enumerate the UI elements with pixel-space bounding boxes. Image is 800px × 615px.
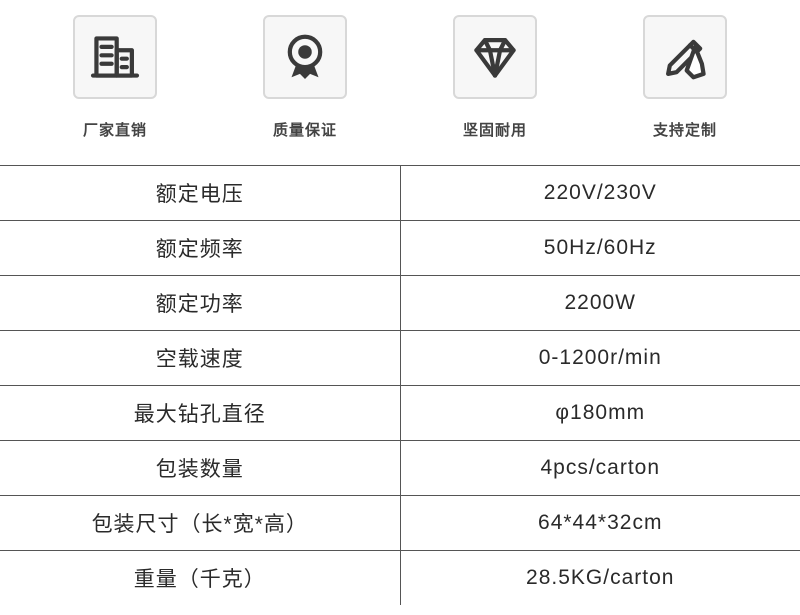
pencil-icon — [643, 15, 727, 99]
table-row: 重量（千克） 28.5KG/carton — [0, 551, 800, 606]
spec-name: 额定功率 — [0, 276, 400, 331]
feature-factory: 厂家直销 — [35, 15, 195, 140]
feature-custom: 支持定制 — [605, 15, 765, 140]
spec-name: 空载速度 — [0, 331, 400, 386]
spec-value: 28.5KG/carton — [400, 551, 800, 606]
spec-value: 50Hz/60Hz — [400, 221, 800, 276]
spec-name: 最大钻孔直径 — [0, 386, 400, 441]
feature-label: 坚固耐用 — [463, 119, 527, 140]
factory-icon — [73, 15, 157, 99]
spec-value: 220V/230V — [400, 166, 800, 221]
feature-quality: 质量保证 — [225, 15, 385, 140]
feature-row: 厂家直销 质量保证 坚固耐用 — [0, 0, 800, 165]
table-row: 空载速度 0-1200r/min — [0, 331, 800, 386]
spec-value: 4pcs/carton — [400, 441, 800, 496]
table-row: 包装数量 4pcs/carton — [0, 441, 800, 496]
feature-label: 支持定制 — [653, 119, 717, 140]
spec-name: 额定电压 — [0, 166, 400, 221]
spec-name: 重量（千克） — [0, 551, 400, 606]
spec-name: 额定频率 — [0, 221, 400, 276]
table-row: 额定电压 220V/230V — [0, 166, 800, 221]
spec-table-body: 额定电压 220V/230V 额定频率 50Hz/60Hz 额定功率 2200W… — [0, 166, 800, 606]
table-row: 额定功率 2200W — [0, 276, 800, 331]
spec-name: 包装尺寸（长*宽*高） — [0, 496, 400, 551]
table-row: 包装尺寸（长*宽*高） 64*44*32cm — [0, 496, 800, 551]
feature-label: 厂家直销 — [83, 119, 147, 140]
feature-label: 质量保证 — [273, 119, 337, 140]
spec-value: 2200W — [400, 276, 800, 331]
award-icon — [263, 15, 347, 99]
spec-value: 64*44*32cm — [400, 496, 800, 551]
diamond-icon — [453, 15, 537, 99]
spec-value: 0-1200r/min — [400, 331, 800, 386]
spec-table: 额定电压 220V/230V 额定频率 50Hz/60Hz 额定功率 2200W… — [0, 165, 800, 605]
spec-value: φ180mm — [400, 386, 800, 441]
table-row: 最大钻孔直径 φ180mm — [0, 386, 800, 441]
table-row: 额定频率 50Hz/60Hz — [0, 221, 800, 276]
feature-durable: 坚固耐用 — [415, 15, 575, 140]
spec-name: 包装数量 — [0, 441, 400, 496]
